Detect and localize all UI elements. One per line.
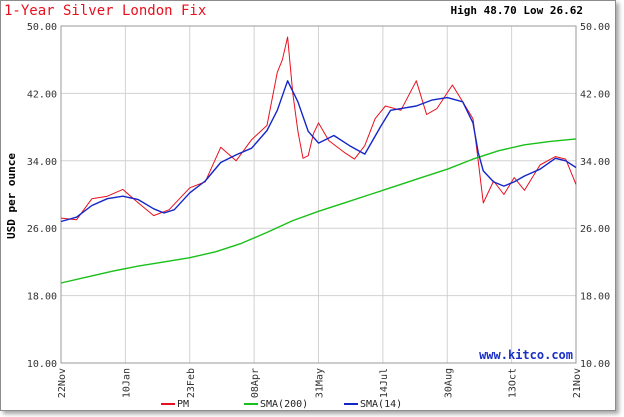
x-tick-label: 23Feb <box>186 368 197 398</box>
y-tick-label-right: 10.00 <box>580 359 610 370</box>
series-line-sma14 <box>60 80 577 223</box>
x-tick-label: 08Apr <box>250 368 261 398</box>
series-line-pm <box>60 36 577 221</box>
y-tick-label-right: 42.00 <box>580 89 610 100</box>
x-tick-label: 31May <box>315 368 326 398</box>
y-axis-left: 10.00 18.00 26.00 34.00 42.00 50.00 <box>27 22 57 370</box>
x-tick-label: 30Aug <box>443 368 454 398</box>
y-tick-label-left: 42.00 <box>27 89 57 100</box>
y-axis-label: USD per ounce <box>5 153 18 239</box>
y-tick-label-right: 26.00 <box>580 224 610 235</box>
high-low-readout: High 48.70 Low 26.62 <box>451 4 583 17</box>
legend-label: SMA(14) <box>360 399 402 410</box>
legend-label: PM <box>177 399 189 410</box>
x-tick-label: 14Jul <box>379 368 390 398</box>
chart-frame: 1-Year Silver London Fix High 48.70 Low … <box>0 0 616 411</box>
y-axis-right: 10.00 18.00 26.00 34.00 42.00 50.00 <box>580 22 610 370</box>
x-tick-label: 21Nov <box>572 368 583 398</box>
plot-area-border <box>60 25 577 364</box>
y-tick-label-right: 18.00 <box>580 292 610 303</box>
legend: PM SMA(200) SMA(14) <box>161 399 402 410</box>
y-tick-label-left: 10.00 <box>27 359 57 370</box>
y-tick-label-left: 18.00 <box>27 292 57 303</box>
y-tick-label-right: 34.00 <box>580 157 610 168</box>
series-lines <box>60 36 577 284</box>
x-tick-label: 22Nov <box>57 368 68 398</box>
x-tick-label: 13Oct <box>508 368 519 398</box>
silver-chart: 1-Year Silver London Fix High 48.70 Low … <box>4 3 610 410</box>
x-tick-label: 10Jan <box>121 368 132 398</box>
legend-label: SMA(200) <box>260 399 308 410</box>
x-axis: 22Nov 10Jan 23Feb 08Apr 31May 14Jul 30Aug 13Oct… <box>57 368 583 398</box>
grid-lines <box>60 25 577 364</box>
y-tick-label-left: 50.00 <box>27 22 57 33</box>
chart-title: 1-Year Silver London Fix <box>4 3 206 19</box>
y-tick-label-right: 50.00 <box>580 22 610 33</box>
kitco-watermark: www.kitco.com <box>479 348 573 362</box>
y-tick-label-left: 34.00 <box>27 157 57 168</box>
series-line-sma200 <box>60 138 577 284</box>
y-tick-label-left: 26.00 <box>27 224 57 235</box>
